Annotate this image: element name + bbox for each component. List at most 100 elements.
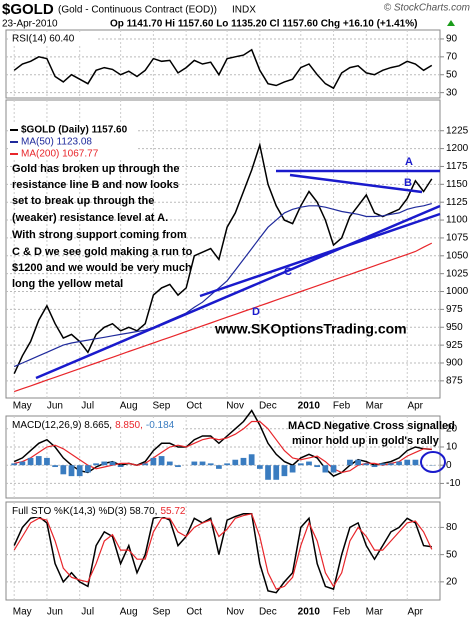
x-tick-label: Mar — [366, 401, 384, 412]
series-line — [13, 48, 433, 90]
note: MACD Negative Cross signalled — [288, 420, 455, 432]
histogram-bar — [60, 465, 67, 475]
y-tick-label: 1050 — [446, 250, 469, 261]
histogram-bar — [232, 459, 239, 466]
histogram-bar — [388, 463, 394, 466]
note: minor hold up in gold's rally — [292, 435, 440, 447]
histogram-bar — [256, 465, 263, 469]
histogram-bar — [371, 465, 378, 468]
website: www.SKOptionsTrading.com — [214, 321, 407, 337]
note: (weaker) resistance level at A. — [12, 212, 168, 224]
histogram-bar — [11, 463, 18, 466]
x-tick-label: Dec — [259, 401, 277, 412]
histogram-bar — [44, 457, 50, 466]
series-line — [13, 513, 432, 594]
x-tick-label: Apr — [407, 401, 423, 412]
histogram-bar — [404, 459, 411, 466]
histogram-bar — [240, 457, 247, 466]
x-tick-label: Jun — [47, 607, 63, 618]
histogram-bar — [158, 456, 165, 466]
note: set to break up through the — [12, 195, 154, 207]
histogram-bar — [93, 463, 99, 466]
x-tick-label: Sep — [152, 607, 170, 618]
series-line — [13, 242, 433, 393]
x-tick-label: Jul — [81, 401, 94, 412]
y-tick-label: 1175 — [446, 161, 468, 172]
y-tick-label: 50 — [446, 549, 458, 560]
x-tick-label: Nov — [226, 401, 244, 412]
histogram-bar — [314, 465, 321, 468]
y-tick-label: 1100 — [446, 215, 468, 226]
source: © StockCharts.com — [384, 3, 470, 14]
y-tick-label: 80 — [446, 522, 458, 533]
line-label: C — [284, 266, 292, 278]
y-tick-label: 1000 — [446, 286, 469, 297]
histogram-bar — [207, 463, 214, 466]
line-label: D — [252, 306, 260, 318]
x-tick-label: Feb — [333, 401, 351, 412]
legend-box — [8, 504, 183, 517]
x-tick-label: Jun — [47, 401, 63, 412]
trend-line-c — [199, 212, 441, 298]
note: $1200 and we would be very much — [12, 262, 192, 274]
note: C & D we see gold making a run to — [12, 246, 193, 258]
histogram-bar — [289, 465, 296, 473]
histogram-bar — [322, 465, 329, 473]
x-tick-label: Aug — [120, 401, 138, 412]
y-tick-label: 20 — [446, 576, 458, 587]
histogram-bar — [273, 465, 280, 480]
y-tick-label: -10 — [446, 478, 461, 489]
note: Gold has broken up through the — [12, 163, 179, 175]
highlight-circle — [420, 451, 446, 473]
legend: MACD(12,26,9) 8.665, 8.850, -0.184 — [12, 420, 175, 431]
y-tick-label: 20 — [446, 423, 458, 434]
line-label: B — [404, 177, 412, 189]
histogram-bar — [166, 461, 173, 466]
trend-line-d — [35, 204, 441, 380]
histogram-bar — [191, 461, 198, 466]
y-tick-label: 1200 — [446, 143, 469, 154]
up-arrow — [447, 20, 455, 26]
histogram-bar — [248, 454, 255, 466]
histogram-bar — [35, 456, 42, 466]
histogram-bar — [19, 461, 26, 466]
note: resistance line B and now looks — [12, 179, 179, 191]
legend-text: $GOLD (Daily) 1157.60 — [21, 125, 128, 136]
histogram-bar — [330, 465, 337, 473]
y-tick-label: 90 — [446, 34, 458, 45]
panel-frame — [5, 501, 441, 601]
histogram-bar — [150, 457, 157, 466]
y-tick-label: 0 — [446, 460, 452, 471]
y-tick-label: 10 — [446, 442, 458, 453]
histogram-bar — [76, 465, 83, 477]
x-tick-label: Mar — [366, 607, 384, 618]
x-tick-label: Aug — [120, 607, 138, 618]
y-tick-label: 950 — [446, 322, 463, 333]
histogram-bar — [355, 459, 361, 466]
histogram-bar — [216, 465, 222, 469]
legend-text: MACD(12,26,9) 8.665, — [12, 420, 112, 431]
legend-text: -0.184 — [146, 420, 175, 431]
legend-box — [8, 148, 136, 160]
y-tick-label: 900 — [446, 358, 463, 369]
y-tick-label: 50 — [446, 69, 458, 80]
histogram-bar — [379, 463, 386, 466]
x-tick-label: Jul — [81, 607, 94, 618]
exchange: INDX — [232, 5, 256, 16]
histogram-bar — [142, 463, 149, 466]
legend-box — [8, 136, 136, 148]
histogram-bar — [175, 465, 181, 468]
x-tick-label: May — [13, 401, 32, 412]
y-tick-label: 925 — [446, 340, 463, 351]
quote: Op 1141.70 Hi 1157.60 Lo 1135.20 Cl 1157… — [110, 19, 417, 30]
trend-line-b — [289, 173, 423, 194]
panel-frame — [5, 99, 441, 399]
histogram-bar — [281, 465, 288, 477]
plot-area: 30 50 70 90 RSI(14) 60.40 May Jun Jul Aug Sep Oct N… — [5, 29, 469, 618]
legend-text: 8.850, — [115, 420, 143, 431]
y-tick-label: 875 — [446, 375, 463, 386]
histogram-bar — [396, 461, 402, 466]
x-tick-label: Oct — [186, 401, 202, 412]
series-line — [13, 203, 432, 368]
